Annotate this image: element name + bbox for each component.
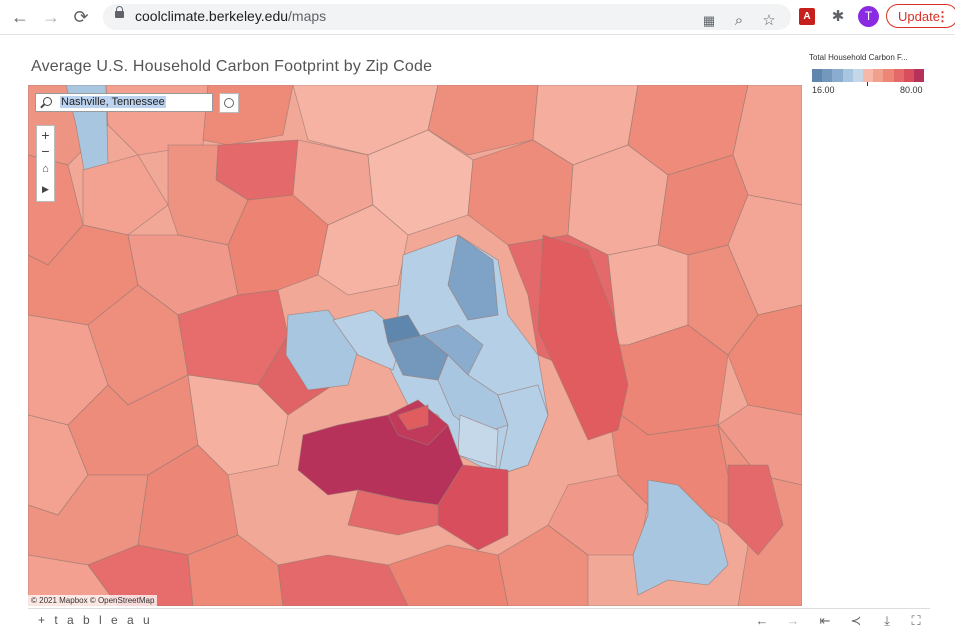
zip-region [87,544,194,606]
zip-region [607,404,729,526]
map-controls: + − ⌂ ▶ [36,125,55,202]
map-search-input[interactable]: Nashville, Tennessee [35,93,213,112]
bookmark-star-icon[interactable]: ☆ [762,12,776,29]
legend-swatch [842,69,853,82]
legend-swatch [903,69,914,82]
zip-region [347,489,439,536]
lock-icon [115,6,124,18]
legend-min-label: 16.00 [812,85,835,95]
legend-color-ramp [812,69,925,82]
legend-max-label: 80.00 [900,85,923,95]
address-bar[interactable]: coolclimate.berkeley.edu/maps ▦ ⌕ ☆ [103,4,791,30]
legend-swatch [832,69,843,82]
zip-region [632,479,729,596]
share-icon[interactable]: ≺ [850,613,862,628]
zip-region [537,234,629,441]
revert-icon[interactable]: ⇤ [819,613,831,628]
pan-arrow-icon[interactable]: ▶ [42,184,49,194]
qr-code-icon[interactable]: ▦ [702,13,716,28]
legend-swatch [913,69,925,82]
zip-region [387,544,509,606]
legend-marker [867,82,868,86]
map-regions [28,85,802,606]
crosshair-icon [224,98,234,108]
zip-region [28,554,119,606]
zip-region [422,324,484,376]
browser-toolbar: ← → ⟳ coolclimate.berkeley.edu/maps ▦ ⌕ … [0,0,955,35]
zip-region [427,85,539,156]
legend-swatch [873,69,884,82]
legend-swatch [893,69,904,82]
legend-swatch [862,69,874,82]
zip-region [187,534,284,606]
map-attribution[interactable]: © 2021 Mapbox © OpenStreetMap [28,595,158,606]
pdf-extension-icon[interactable]: A [799,8,815,25]
zip-region [202,85,294,146]
legend-swatch [883,69,894,82]
map-search-value: Nashville, Tennessee [60,96,166,108]
undo-icon[interactable]: ← [755,613,769,628]
tableau-logo: + t a b l e a u [38,613,153,627]
extensions-puzzle-icon[interactable]: ✱ [831,8,845,25]
back-icon[interactable]: ← [11,7,29,27]
choropleth-map[interactable]: Nashville, Tennessee + − ⌂ ▶ © 2021 Mapb… [28,85,802,606]
zip-region [457,414,499,468]
forward-icon[interactable]: → [42,7,60,27]
legend-swatch [822,69,833,82]
menu-dots-icon[interactable]: ⋮ [936,9,949,24]
zip-region [497,384,549,476]
redo-icon[interactable]: → [786,613,800,628]
page-title: Average U.S. Household Carbon Footprint … [31,58,433,75]
zoom-icon[interactable]: ⌕ [734,12,744,29]
zip-region [397,404,429,431]
zip-region [277,554,409,606]
legend-swatch [852,69,863,82]
reload-icon[interactable]: ⟳ [73,7,89,27]
tableau-toolbar: + t a b l e a u ← → ⇤ ≺ ⤓ ⛶ [28,608,930,633]
search-icon [43,97,52,106]
download-icon[interactable]: ⤓ [884,613,890,628]
zip-region [447,234,499,321]
avatar[interactable]: T [858,6,879,27]
fullscreen-icon[interactable]: ⛶ [911,613,921,628]
update-button[interactable]: Update ⋮ [886,4,955,28]
zoom-out-button[interactable]: − [41,143,50,159]
legend-swatch [812,69,823,82]
locate-button[interactable] [219,93,239,113]
zoom-in-button[interactable]: + [41,127,50,143]
url-text: coolclimate.berkeley.edu/maps [135,8,327,24]
zip-region [82,154,169,236]
zip-region [317,204,409,296]
home-icon[interactable]: ⌂ [42,163,49,175]
legend-title: Total Household Carbon F... [809,53,908,62]
